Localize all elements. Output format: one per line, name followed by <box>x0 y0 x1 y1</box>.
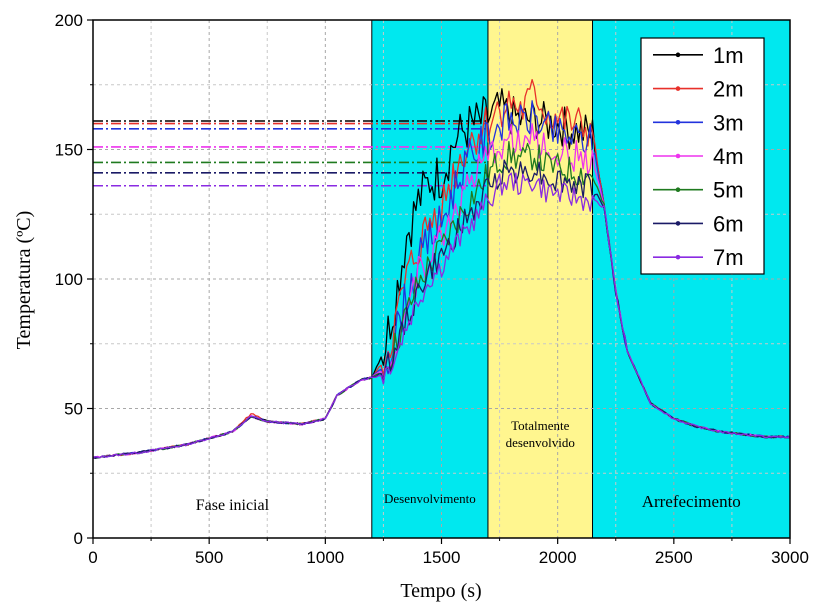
y-axis-title: Temperatura (ºC) <box>13 211 35 350</box>
x-tick-label: 1500 <box>423 548 461 567</box>
x-tick-label: 0 <box>88 548 97 567</box>
legend-label-1m: 1m <box>713 43 744 68</box>
y-tick-label: 0 <box>74 529 83 548</box>
legend: 1m 2m 3m 4m 5m 6m 7m <box>640 37 765 275</box>
x-tick-label: 2500 <box>655 548 693 567</box>
x-axis-title: Tempo (s) <box>400 580 481 602</box>
phase-label-3-line-1: Totalmente <box>511 418 570 433</box>
phase-label-1: Fase inicial <box>196 497 270 514</box>
legend-marker-3m <box>675 119 681 125</box>
legend-label-5m: 5m <box>713 178 744 203</box>
x-tick-label: 3000 <box>771 548 809 567</box>
x-tick-label: 500 <box>195 548 223 567</box>
phase-label-4: Arrefecimento <box>642 492 741 511</box>
phase-label-3-line-2: desenvolvido <box>506 435 575 450</box>
axes: 0 500 1000 1500 2000 2500 3000 0 50 100 150 200 <box>55 11 809 567</box>
phase-labels: Fase inicial Desenvolvimento Totalmente des… <box>196 418 741 514</box>
legend-label-4m: 4m <box>713 144 744 169</box>
legend-marker-4m <box>675 153 681 159</box>
legend-label-2m: 2m <box>713 77 744 102</box>
y-tick-label: 150 <box>55 141 83 160</box>
legend-marker-1m <box>675 52 681 58</box>
x-tick-label: 1000 <box>306 548 344 567</box>
legend-marker-5m <box>675 187 681 193</box>
legend-label-6m: 6m <box>713 211 744 236</box>
y-tick-label: 100 <box>55 270 83 289</box>
legend-label-7m: 7m <box>713 245 744 270</box>
legend-label-3m: 3m <box>713 110 744 135</box>
y-tick-label: 50 <box>64 400 83 419</box>
series-line-7m <box>92 172 791 459</box>
series-lines <box>92 78 791 460</box>
legend-marker-7m <box>675 254 681 260</box>
y-tick-label: 200 <box>55 11 83 30</box>
legend-marker-6m <box>675 221 681 226</box>
x-tick-label: 2000 <box>539 548 577 567</box>
legend-marker-2m <box>675 86 681 91</box>
phase-label-2: Desenvolvimento <box>384 491 476 506</box>
